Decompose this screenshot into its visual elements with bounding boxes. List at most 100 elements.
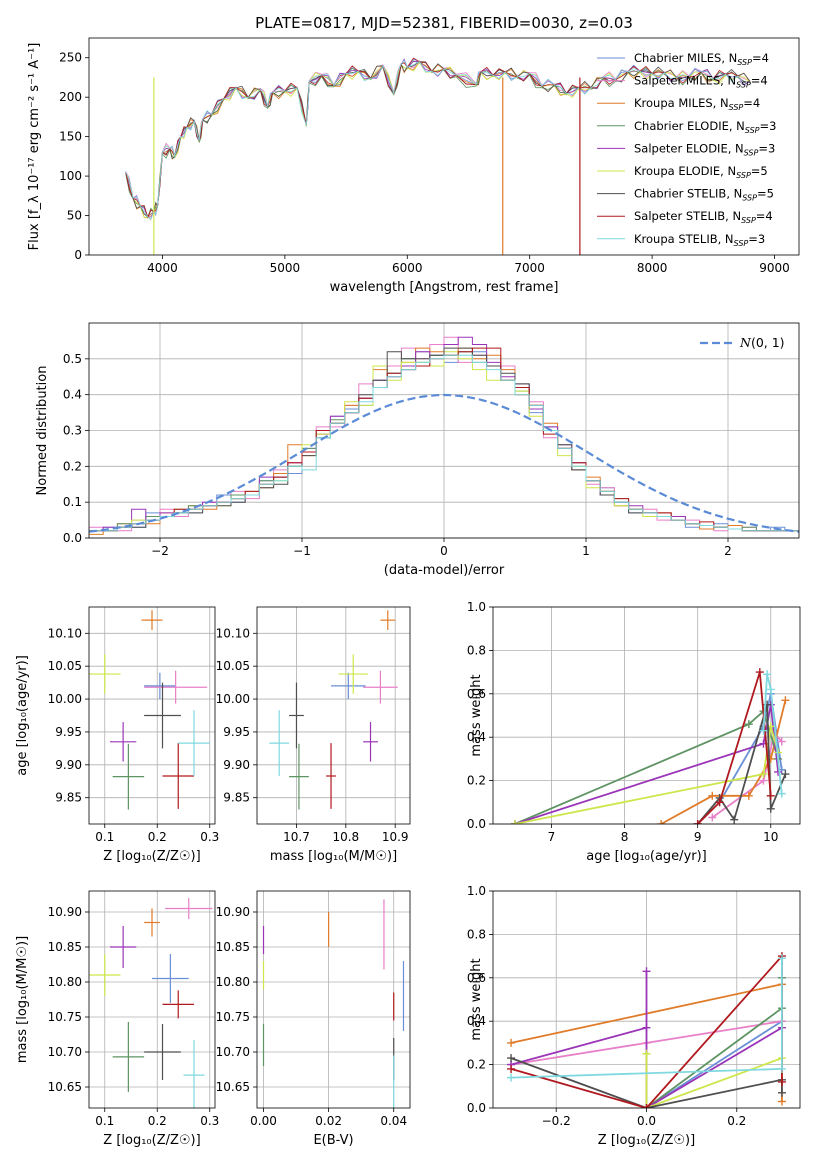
y-tick-label: 10.80 — [216, 975, 250, 989]
axes-frame — [88, 890, 216, 1109]
axes-frame — [256, 890, 411, 1109]
figure-title: PLATE=0817, MJD=52381, FIBERID=0030, z=0… — [255, 14, 633, 32]
weight-marker — [708, 813, 717, 822]
y-tick-label: 0.8 — [467, 927, 486, 941]
x-axis-label: E(B-V) — [313, 1133, 353, 1148]
axes-frame — [88, 322, 800, 539]
errorbar-point — [363, 670, 398, 704]
legend-label: Chabrier STELIB, NSSP=5 — [634, 187, 774, 203]
x-tick-label: −0.2 — [542, 1114, 571, 1128]
x-tick-label: 0 — [440, 544, 448, 558]
y-tick-label: 0.2 — [63, 459, 82, 473]
y-tick-label: 150 — [59, 130, 82, 144]
x-axis-label: mass [log₁₀(M/M☉)] — [270, 849, 397, 864]
weight-line — [762, 674, 783, 794]
x-axis-label: wavelength [Angstrom, rest frame] — [330, 280, 559, 295]
errorbar-point — [144, 682, 181, 749]
legend-label: N(0, 1) — [739, 335, 785, 350]
histogram-series — [89, 354, 799, 538]
x-tick-label: 10.7 — [283, 830, 310, 844]
y-tick-label: 10.85 — [48, 940, 82, 954]
errorbars — [89, 898, 213, 1108]
x-tick-label: 7 — [548, 830, 556, 844]
x-tick-label: 1 — [582, 544, 590, 558]
y-tick-label: 10.70 — [216, 1045, 250, 1059]
errorbar-point — [326, 743, 336, 809]
weight-marker — [507, 1038, 516, 1047]
errorbar-point — [338, 654, 369, 694]
x-tick-label: 0.1 — [95, 1114, 114, 1128]
weight-marker — [766, 804, 775, 813]
legend-label: Salpeter STELIB, NSSP=4 — [634, 209, 773, 225]
x-tick-label: 5000 — [270, 261, 301, 275]
y-tick-label: 10.75 — [48, 1010, 82, 1024]
legend-label: Chabrier ELODIE, NSSP=3 — [634, 119, 776, 135]
weight-marker — [715, 798, 724, 807]
weight-marker — [657, 820, 666, 824]
errorbar-point — [144, 1024, 181, 1080]
y-tick-label: 10.70 — [48, 1045, 82, 1059]
x-axis-label: Z [log₁₀(Z/Z☉)] — [598, 1133, 695, 1148]
y-axis-label: Flux [f_λ 10⁻¹⁷ erg cm⁻² s⁻¹ A⁻¹] — [27, 43, 42, 251]
y-tick-label: 10.05 — [48, 659, 82, 673]
panel-spectrum: 4000 5000 6000 7000 8000 9000 0 50 100 150 200 250 w… — [27, 37, 800, 295]
axes-frame — [492, 890, 801, 1109]
panel-mass-age: 10.7 10.8 10.9 9.85 9.90 9.95 10.00 10.05 10.10 m… — [216, 606, 411, 864]
errorbar-point — [162, 743, 194, 809]
errorbar-point — [141, 610, 163, 631]
weight-marker — [777, 737, 786, 746]
y-tick-label: 10.65 — [48, 1080, 82, 1094]
panel-ebv-mass: 0.00 0.02 0.04 10.65 10.70 10.75 10.80 10.85 10.… — [216, 890, 411, 1148]
y-tick-label: 250 — [59, 51, 82, 65]
x-tick-label: 0.00 — [250, 1114, 277, 1128]
weight-line — [645, 1053, 783, 1108]
weight-marker — [507, 1054, 516, 1063]
panel-residuals: −2 −1 0 1 2 0.0 0.1 0.2 0.3 0.4 0.5 (data-model)/er… — [35, 322, 800, 578]
x-tick-label: 2 — [724, 544, 732, 558]
x-tick-label: 0.2 — [148, 1114, 167, 1128]
x-tick-label: −1 — [293, 544, 311, 558]
y-tick-label: 9.85 — [223, 791, 250, 805]
errorbar-point — [363, 722, 378, 762]
axes-frame — [492, 606, 801, 825]
y-tick-label: 10.85 — [216, 940, 250, 954]
x-tick-label: −2 — [151, 544, 169, 558]
y-tick-label: 0.0 — [467, 817, 486, 831]
x-tick-label: 8 — [621, 830, 629, 844]
weight-marker — [642, 1049, 651, 1058]
errorbars — [269, 610, 398, 810]
y-tick-label: 0.5 — [63, 352, 82, 366]
axes-frame — [256, 606, 411, 825]
weight-marker — [744, 720, 753, 729]
errorbar-point — [289, 743, 309, 810]
y-tick-label: 10.00 — [48, 692, 82, 706]
legend-label: Salpeter MILES, NSSP=4 — [634, 74, 768, 90]
y-tick-label: 0.8 — [467, 643, 486, 657]
weight-marker — [510, 820, 519, 824]
weight-marker — [781, 770, 790, 779]
y-tick-label: 10.90 — [216, 905, 250, 919]
x-tick-label: 0.04 — [380, 1114, 407, 1128]
x-axis-label: Z [log₁₀(Z/Z☉)] — [103, 849, 200, 864]
panel-age-weight: 7 8 9 10 0.0 0.2 0.4 0.6 0.8 1.0 age [log₁₀(age/yr… — [467, 600, 801, 864]
errorbar-point — [110, 722, 137, 762]
y-tick-label: 9.95 — [223, 725, 250, 739]
panel-z-age: 0.1 0.2 0.3 9.85 9.90 9.95 10.00 10.05 10.10 Z [l… — [15, 606, 219, 864]
x-tick-label: 7000 — [514, 261, 545, 275]
weight-marker — [763, 670, 772, 679]
weight-line — [697, 671, 772, 824]
errorbar-point — [183, 1040, 205, 1108]
errorbar-point — [144, 908, 160, 937]
x-tick-label: 10 — [763, 830, 778, 844]
weight-marker — [766, 791, 775, 800]
weight-line — [510, 971, 783, 1108]
x-tick-label: 9 — [694, 830, 702, 844]
y-axis-label: mass weight — [469, 958, 484, 1040]
weight-marker — [781, 696, 790, 705]
x-axis-label: (data-model)/error — [384, 563, 505, 578]
weight-marker — [759, 726, 768, 735]
errorbar-point — [165, 898, 213, 919]
y-tick-label: 200 — [59, 90, 82, 104]
legend-label: Kroupa STELIB, NSSP=3 — [634, 232, 765, 248]
